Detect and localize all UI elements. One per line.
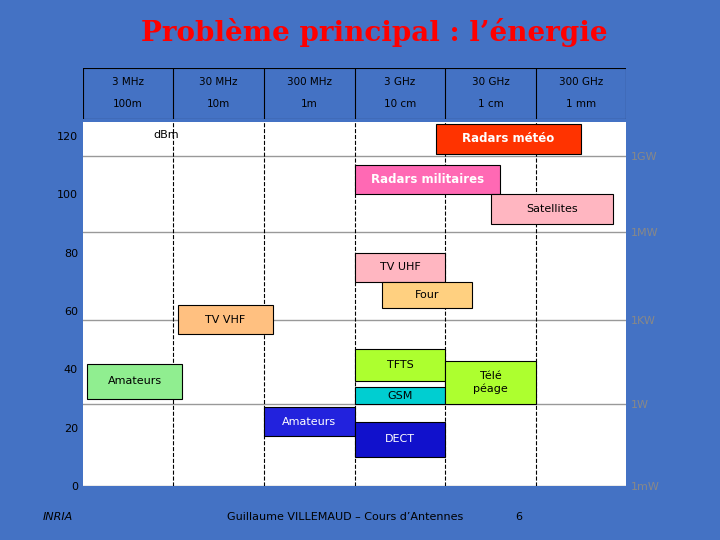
Bar [445, 361, 536, 404]
Text: TV VHF: TV VHF [205, 315, 246, 325]
Text: INRIA: INRIA [42, 512, 73, 522]
Text: 3 GHz: 3 GHz [384, 77, 415, 87]
Text: Télé
péage: Télé péage [473, 372, 508, 394]
Text: GSM: GSM [387, 390, 413, 401]
Text: Radars militaires: Radars militaires [371, 173, 484, 186]
Text: 1m: 1m [301, 99, 318, 110]
Bar [178, 305, 273, 334]
Text: TV UHF: TV UHF [379, 262, 420, 272]
Text: 30 MHz: 30 MHz [199, 77, 238, 87]
Text: Four: Four [415, 290, 439, 300]
Bar [355, 422, 445, 457]
Text: dBm: dBm [153, 130, 179, 140]
Text: 300 MHz: 300 MHz [287, 77, 332, 87]
Text: 3 MHz: 3 MHz [112, 77, 144, 87]
Text: 300 GHz: 300 GHz [559, 77, 603, 87]
Text: Satellites: Satellites [526, 204, 577, 214]
Text: Radars météo: Radars météo [462, 132, 554, 145]
Text: TFTS: TFTS [387, 360, 413, 370]
Bar [87, 363, 182, 399]
Bar [355, 349, 445, 381]
Bar [264, 407, 355, 436]
Bar [382, 282, 472, 308]
Bar [355, 165, 500, 194]
Bar [436, 124, 581, 153]
Text: 10m: 10m [207, 99, 230, 110]
Text: Problème principal : l’énergie: Problème principal : l’énergie [141, 18, 608, 47]
Text: Amateurs: Amateurs [108, 376, 162, 386]
Text: Guillaume VILLEMAUD – Cours d’Antennes: Guillaume VILLEMAUD – Cours d’Antennes [228, 512, 464, 522]
Bar [355, 387, 445, 404]
Text: 1 mm: 1 mm [566, 99, 596, 110]
Bar [355, 253, 445, 282]
Text: 6: 6 [515, 512, 522, 522]
Text: Amateurs: Amateurs [282, 417, 336, 427]
Text: 100m: 100m [113, 99, 143, 110]
Bar [490, 194, 613, 224]
Text: DECT: DECT [385, 434, 415, 444]
Text: 1 cm: 1 cm [477, 99, 503, 110]
Text: 30 GHz: 30 GHz [472, 77, 509, 87]
Text: 10 cm: 10 cm [384, 99, 416, 110]
